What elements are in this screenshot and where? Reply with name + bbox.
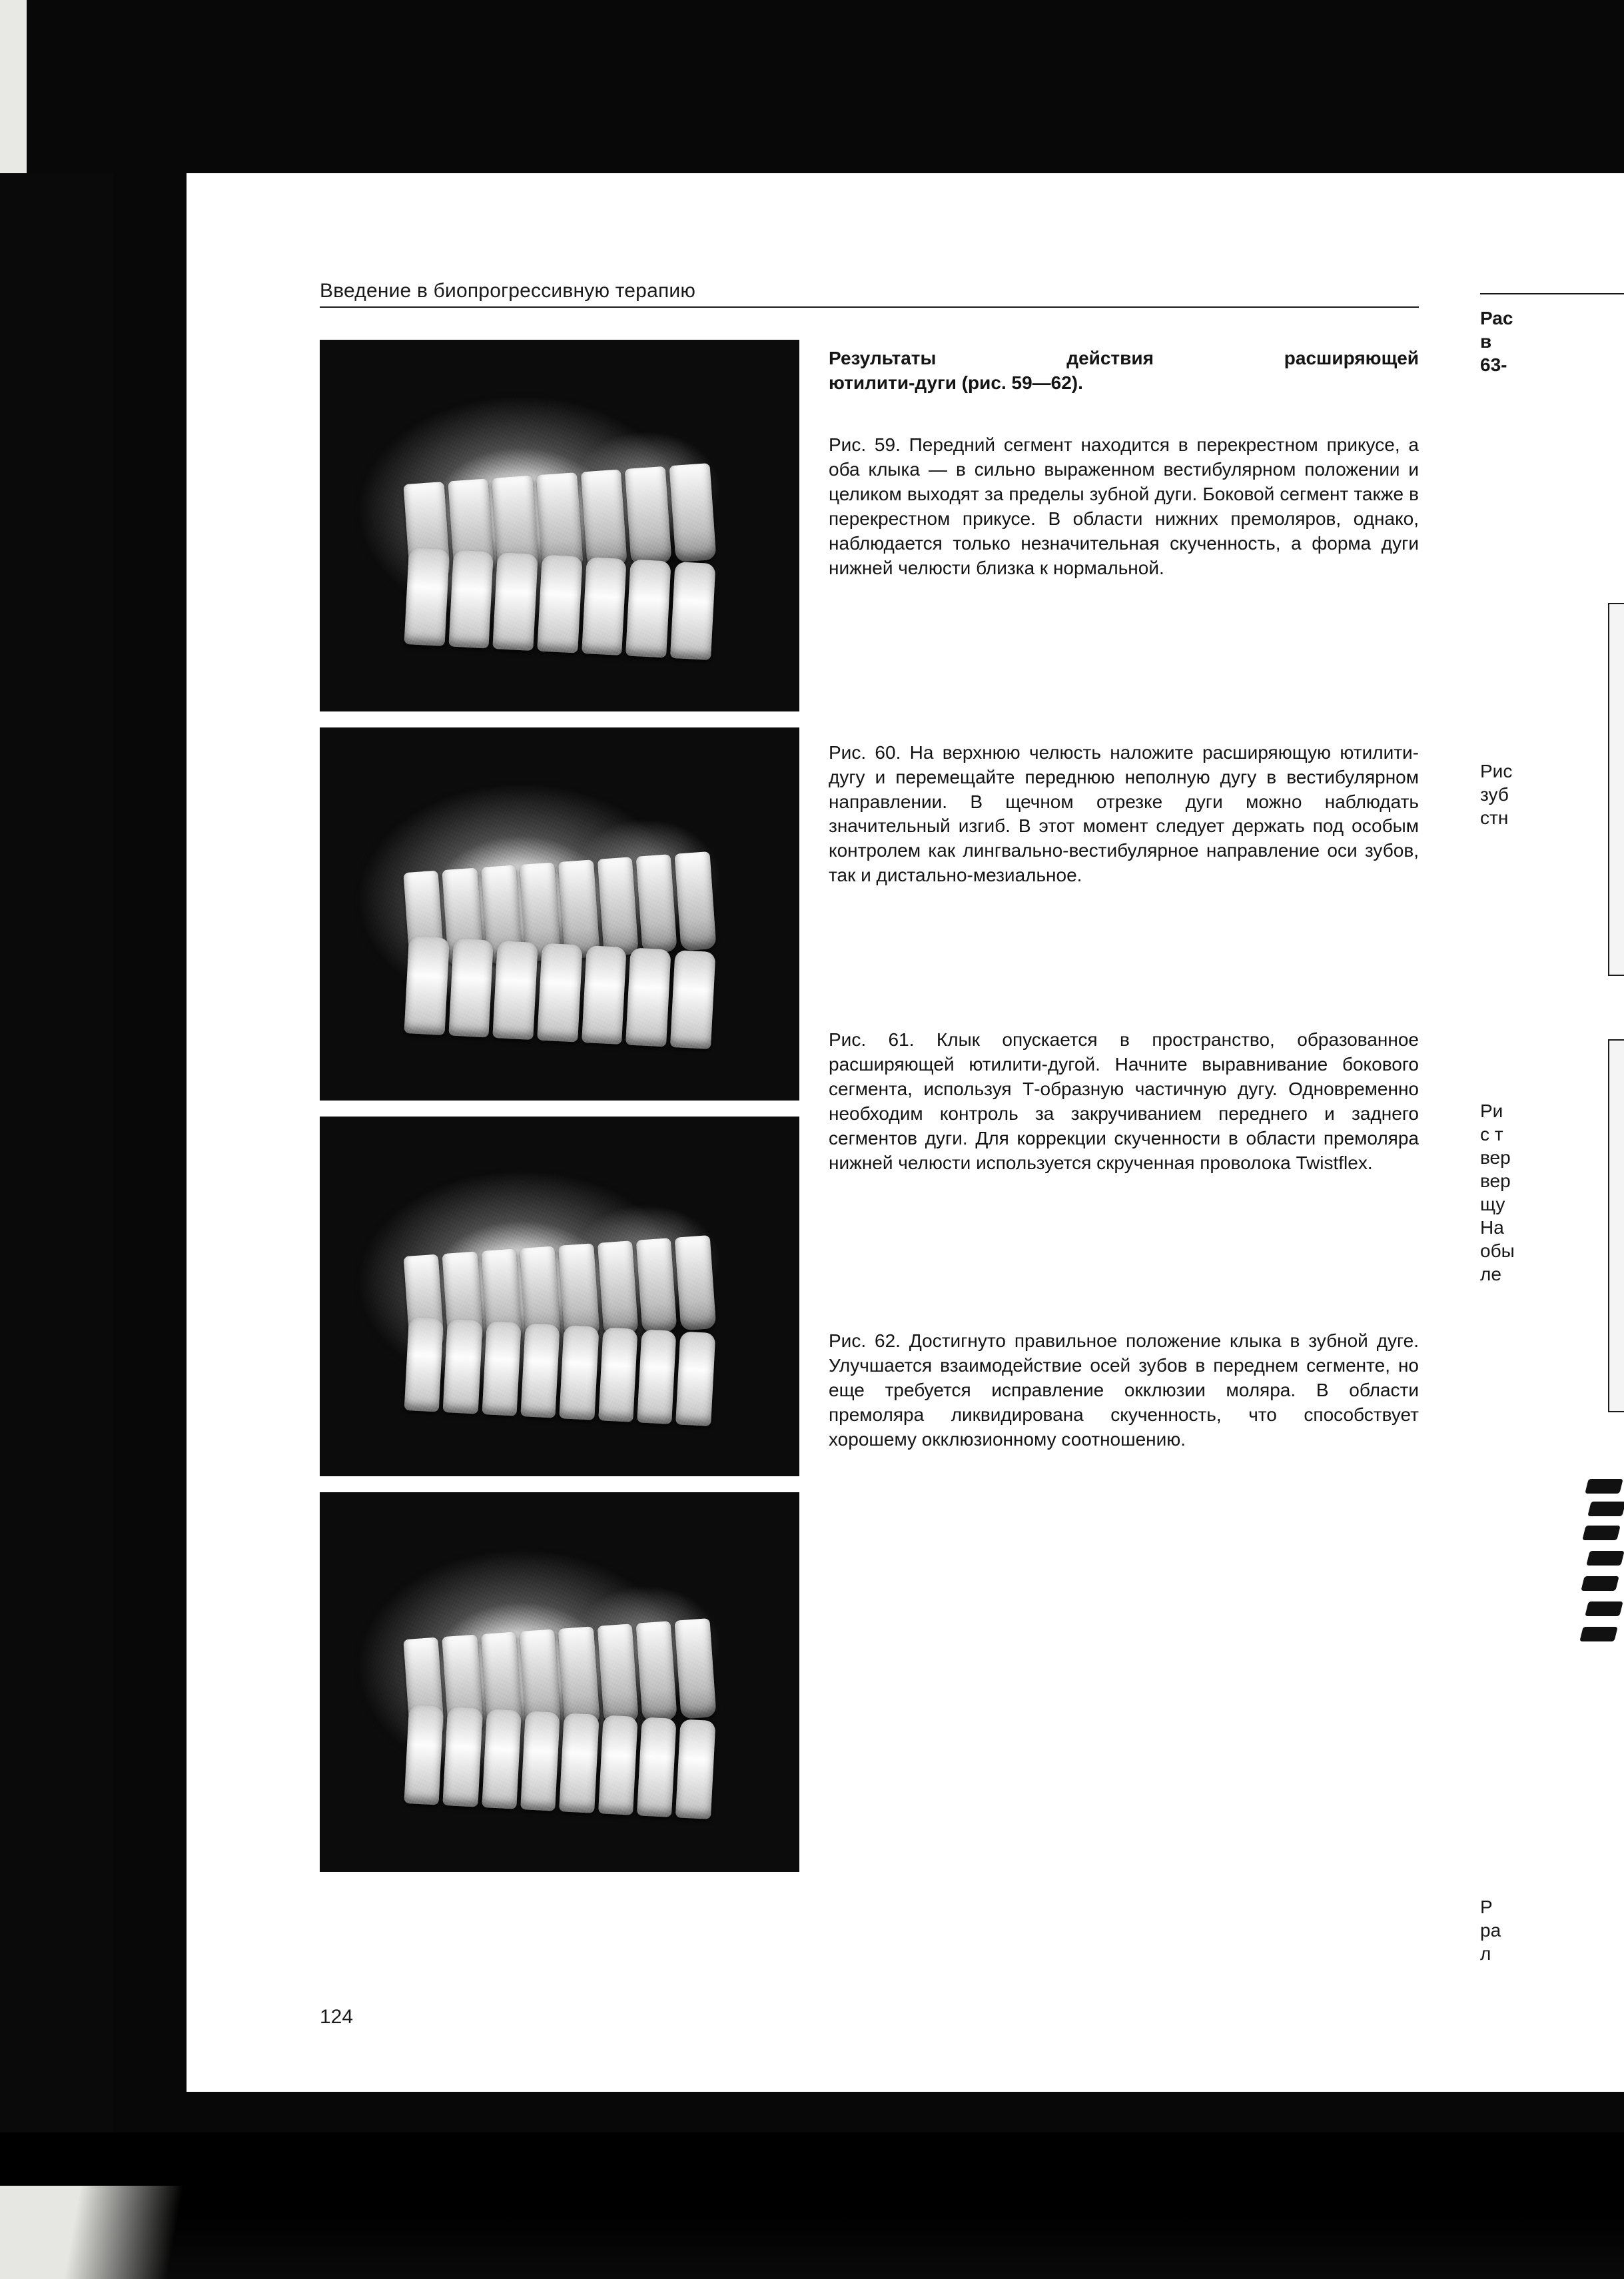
- scanner-bottom-shadow: [0, 2132, 1624, 2279]
- next-page-figure-edge-2: [1608, 1039, 1624, 1412]
- next-page-fragment-4: Р ра л: [1480, 1895, 1501, 1965]
- caption-62: Рис. 62. Достигнуто правильное положение…: [829, 1329, 1419, 1452]
- figure-60: [320, 727, 799, 1101]
- figure-column: [320, 340, 799, 1872]
- figure-59: [320, 340, 799, 711]
- next-page-fragment-3: Ри с т вер вер щу На обы ле: [1480, 1099, 1515, 1286]
- next-page-figure-edge-1: [1608, 603, 1624, 976]
- left-black-strip: [0, 173, 113, 2145]
- caption-60: Рис. 60. На верхнюю челюсть наложите рас…: [829, 741, 1419, 889]
- running-head: Введение в биопрогрессивную терапию: [320, 280, 1419, 308]
- caption-61: Рис. 61. Клык опускается в пространство,…: [829, 1028, 1419, 1176]
- next-page-fragment-1: Рас в 63-: [1480, 306, 1513, 376]
- next-page-sliver: Рас в 63- Рис зуб стн Ри с т вер вер щу …: [1465, 173, 1624, 2092]
- edge-smudge: [1577, 1479, 1624, 1665]
- section-title-line-1: Результаты действия расширяющей: [829, 348, 1419, 368]
- caption-column: Результаты действия расширяющей ютилити-…: [829, 340, 1419, 1872]
- scanner-bottom-corner: [0, 2186, 213, 2279]
- next-page-fragment-2: Рис зуб стн: [1480, 759, 1512, 829]
- section-title: Результаты действия расширяющей ютилити-…: [829, 346, 1419, 396]
- section-title-line-2: ютилити-дуги (рис. 59—62).: [829, 371, 1419, 396]
- book-page: Введение в биопрогрессивную терапию: [187, 173, 1465, 2092]
- caption-59: Рис. 59. Передний сегмент находится в пе…: [829, 433, 1419, 581]
- figure-61: [320, 1117, 799, 1476]
- page-number: 124: [320, 2006, 353, 2029]
- page-content: Результаты действия расширяющей ютилити-…: [320, 340, 1419, 1872]
- next-page-header-rule: [1480, 293, 1624, 294]
- figure-62: [320, 1492, 799, 1872]
